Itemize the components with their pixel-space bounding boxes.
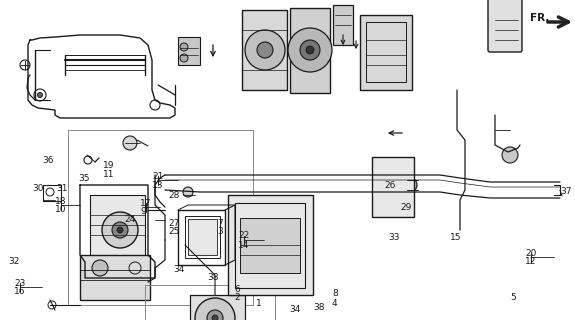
- Text: 24: 24: [124, 215, 135, 225]
- Text: 17: 17: [140, 198, 151, 207]
- Text: 21: 21: [152, 172, 163, 180]
- Bar: [90, 195, 145, 265]
- Text: 16: 16: [14, 287, 25, 297]
- Text: 19: 19: [103, 161, 114, 170]
- Bar: [228, 195, 313, 295]
- Circle shape: [195, 298, 235, 320]
- Bar: [188, 219, 217, 255]
- Bar: [145, 285, 275, 320]
- Circle shape: [306, 46, 314, 54]
- Bar: [372, 157, 414, 217]
- Text: 10: 10: [55, 205, 67, 214]
- Circle shape: [180, 43, 188, 51]
- Bar: [290, 8, 330, 93]
- Text: 11: 11: [103, 170, 114, 179]
- Text: 23: 23: [14, 278, 25, 287]
- Text: 32: 32: [8, 258, 20, 267]
- Text: FR.: FR.: [530, 13, 549, 23]
- Text: 35: 35: [78, 173, 90, 182]
- Text: 29: 29: [400, 203, 411, 212]
- Circle shape: [288, 28, 332, 72]
- Bar: [240, 218, 300, 273]
- Circle shape: [102, 212, 138, 248]
- Text: 1: 1: [256, 300, 262, 308]
- Text: 8: 8: [332, 290, 338, 299]
- Text: 38: 38: [207, 274, 218, 283]
- Bar: [68, 130, 253, 305]
- Circle shape: [212, 315, 218, 320]
- Circle shape: [403, 178, 417, 192]
- Circle shape: [245, 30, 285, 70]
- Bar: [360, 15, 412, 90]
- Text: 14: 14: [238, 241, 250, 250]
- Text: 36: 36: [42, 156, 53, 164]
- Text: 38: 38: [313, 302, 324, 311]
- Text: 12: 12: [525, 258, 536, 267]
- Circle shape: [37, 92, 43, 98]
- Bar: [43, 185, 61, 201]
- Text: 18: 18: [55, 196, 67, 205]
- Circle shape: [117, 227, 123, 233]
- Text: 37: 37: [560, 187, 572, 196]
- Text: 34: 34: [289, 306, 300, 315]
- Text: 27: 27: [168, 219, 179, 228]
- Text: 33: 33: [388, 234, 400, 243]
- Text: 34: 34: [173, 266, 185, 275]
- Text: 4: 4: [332, 299, 338, 308]
- Text: 26: 26: [384, 180, 396, 189]
- Text: 13: 13: [152, 180, 163, 189]
- Circle shape: [92, 260, 108, 276]
- Text: 31: 31: [56, 183, 67, 193]
- Text: 28: 28: [168, 191, 179, 201]
- Bar: [178, 37, 200, 65]
- Bar: [235, 203, 305, 288]
- Circle shape: [112, 222, 128, 238]
- Text: 3: 3: [217, 228, 223, 236]
- Bar: [366, 22, 406, 82]
- Bar: [80, 255, 150, 300]
- Bar: [242, 10, 287, 90]
- Circle shape: [183, 187, 193, 197]
- Bar: [190, 295, 245, 320]
- Text: 25: 25: [168, 228, 179, 236]
- Text: 5: 5: [510, 293, 516, 302]
- Bar: [185, 216, 220, 258]
- Text: 22: 22: [238, 231, 249, 241]
- Circle shape: [502, 147, 518, 163]
- Text: 30: 30: [32, 183, 44, 193]
- Text: 6: 6: [234, 284, 240, 293]
- Text: 2: 2: [234, 293, 240, 302]
- FancyBboxPatch shape: [488, 0, 522, 52]
- Circle shape: [207, 310, 223, 320]
- Text: 9: 9: [140, 207, 145, 217]
- Circle shape: [123, 136, 137, 150]
- Bar: [333, 5, 353, 45]
- Circle shape: [300, 40, 320, 60]
- Text: 7: 7: [217, 219, 223, 228]
- Circle shape: [180, 54, 188, 62]
- Text: 20: 20: [525, 249, 536, 258]
- Circle shape: [257, 42, 273, 58]
- Text: 15: 15: [450, 233, 462, 242]
